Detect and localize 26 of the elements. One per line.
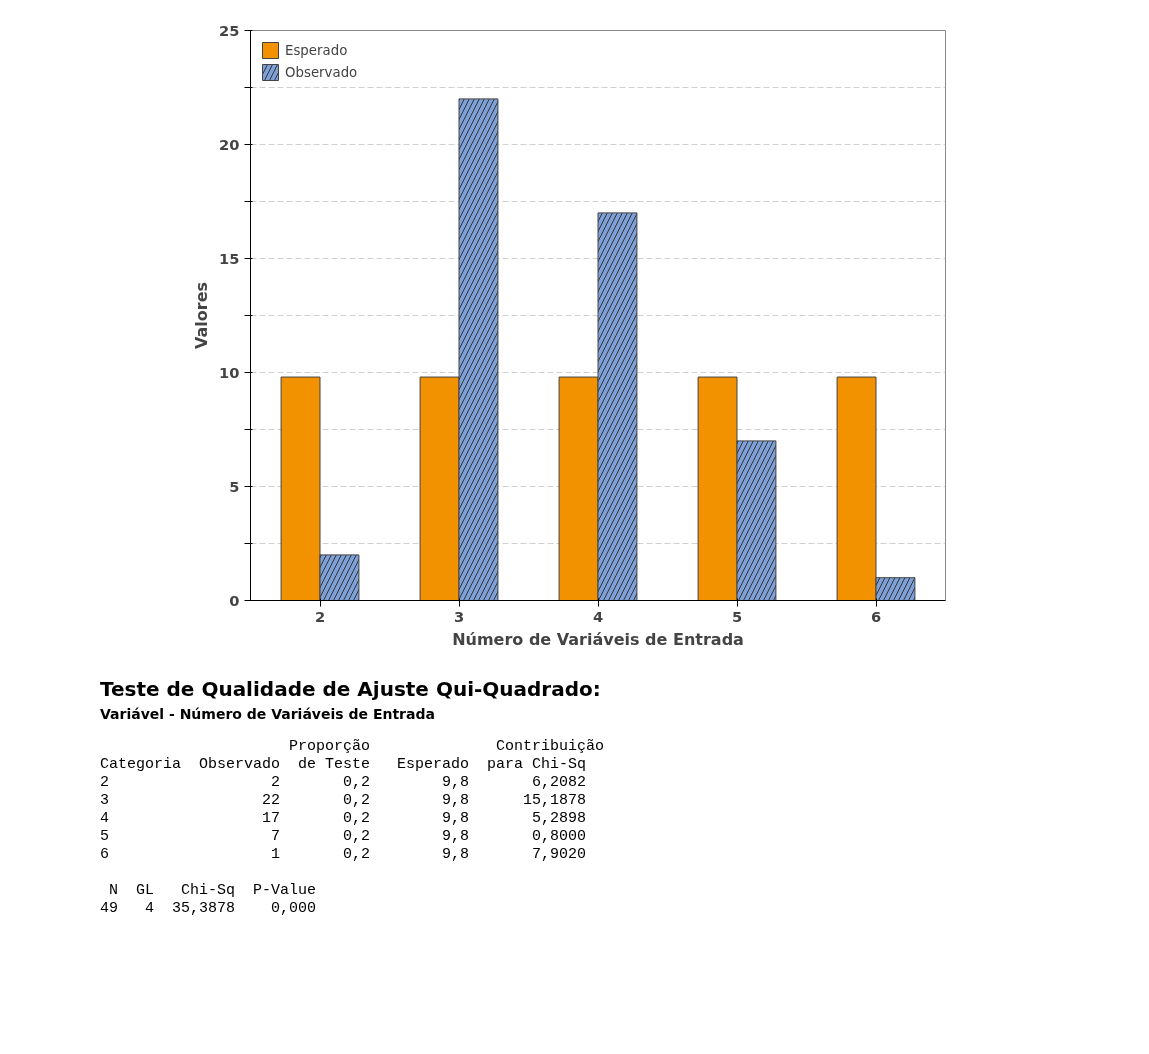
y-axis-title: Valores: [192, 281, 212, 350]
text: N GL Chi-Sq P-Value: [108, 881, 318, 900]
text: 49 4 35,3878 0,000: [100, 899, 318, 918]
text: Teste de Qualidade de Ajuste Qui-Quadrado:: [100, 676, 602, 703]
text: 4 17 0,2 9,8 5,2898: [100, 809, 588, 828]
x-tick-label: 3: [453, 607, 465, 625]
text: Variável - Número de Variáveis de Entrada: [100, 704, 436, 724]
text: 6 1 0,2 9,8 7,9020: [100, 845, 588, 864]
y-tick-label: 20: [219, 135, 240, 153]
legend-label: Esperado: [285, 42, 348, 58]
x-tick-label: 4: [592, 607, 604, 625]
x-tick-label: 2: [314, 607, 326, 625]
text: 3 22 0,2 9,8 15,1878: [100, 791, 588, 810]
y-tick-label: 10: [219, 363, 240, 381]
legend-label: Observado: [285, 64, 358, 80]
text: Categoria Observado de Teste Esperado para Chi-Sq: [100, 755, 588, 774]
text: 2 2 0,2 9,8 6,2082: [100, 773, 588, 792]
y-tick-label: 25: [219, 21, 240, 39]
y-tick-label: 15: [219, 249, 240, 267]
text: 5 7 0,2 9,8 0,8000: [100, 827, 588, 846]
y-tick-label: 5: [229, 477, 240, 495]
y-tick-label: 0: [229, 591, 240, 609]
x-tick-label: 5: [731, 607, 743, 625]
x-tick-label: 6: [870, 607, 882, 625]
text: Proporção Contribuição: [288, 737, 605, 756]
x-axis-title: Número de Variáveis de Entrada: [452, 629, 744, 649]
